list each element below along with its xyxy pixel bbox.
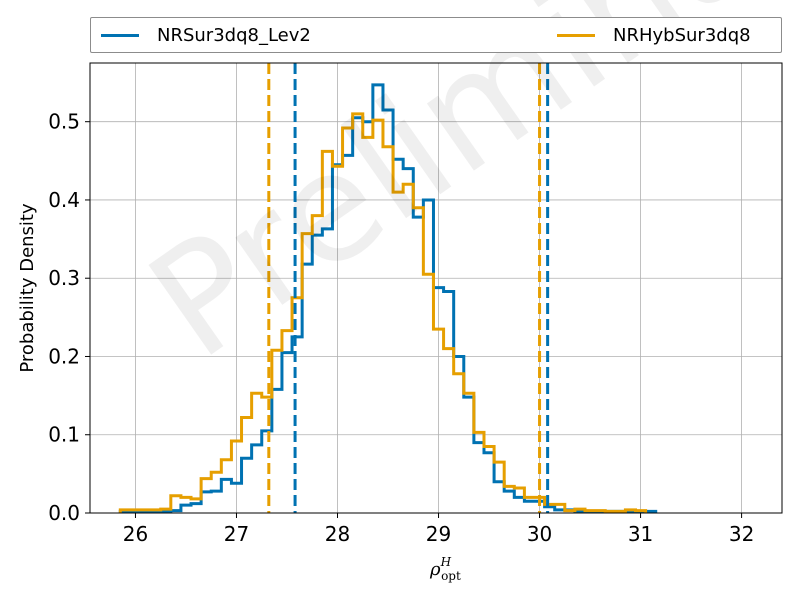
y-axis-label: Probability Density xyxy=(17,203,38,373)
x-tick-label: 26 xyxy=(123,522,148,546)
histogram-series-1 xyxy=(118,112,648,513)
plot-frame xyxy=(89,62,783,514)
x-tick-label: 27 xyxy=(224,522,249,546)
y-tick-label: 0.2 xyxy=(48,344,80,368)
y-tick-label: 0.1 xyxy=(48,423,80,447)
y-tick-label: 0.4 xyxy=(48,188,80,212)
legend-item-nrsur: NRSur3dq8_Lev2 xyxy=(101,18,311,52)
x-tick-label: 28 xyxy=(325,522,350,546)
legend-item-nrhyb: NRHybSur3dq8 xyxy=(557,18,751,52)
x-tick-label: 31 xyxy=(628,522,653,546)
legend-line-nrsur xyxy=(101,33,139,37)
y-tick-label: 0.5 xyxy=(48,110,80,134)
y-tick-label: 0.0 xyxy=(48,501,80,525)
histogram-series-0 xyxy=(118,83,658,513)
legend-label-nrhyb: NRHybSur3dq8 xyxy=(613,24,751,46)
legend-label-nrsur: NRSur3dq8_Lev2 xyxy=(157,24,311,46)
x-tick-label: 32 xyxy=(729,522,754,546)
legend-line-nrhyb xyxy=(557,33,595,37)
x-tick-label: 29 xyxy=(426,522,451,546)
y-tick-label: 0.3 xyxy=(48,266,80,290)
x-tick-label: 30 xyxy=(527,522,552,546)
legend: NRSur3dq8_Lev2 NRHybSur3dq8 xyxy=(90,17,782,53)
x-axis-label: ρH opt xyxy=(429,555,461,583)
